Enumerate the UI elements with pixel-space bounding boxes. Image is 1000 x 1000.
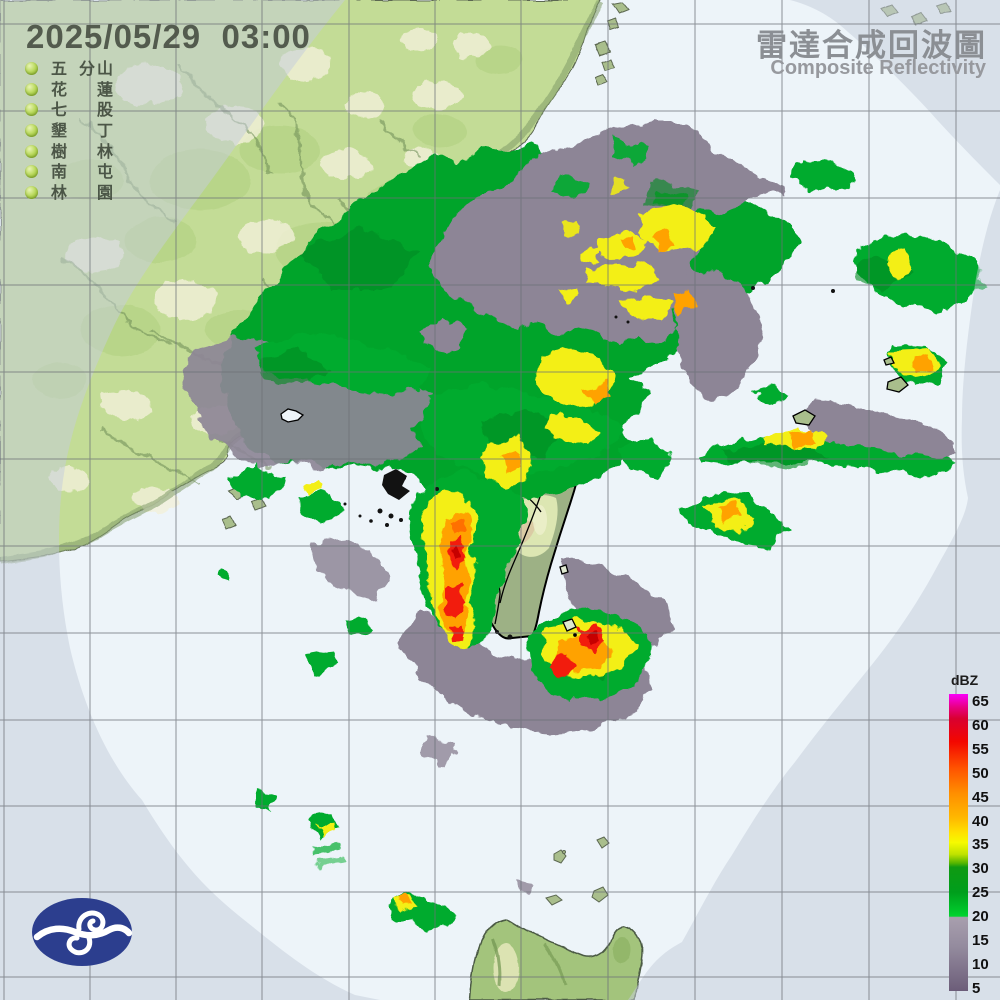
station-name-char: 股: [96, 102, 113, 119]
dbz-tick: 30: [972, 860, 989, 877]
station-name-char: 五: [50, 61, 67, 78]
station-dot-icon: [25, 103, 38, 116]
station-name-char: 丁: [96, 123, 113, 140]
observation-timestamp: 2025/05/29 03:00: [26, 18, 311, 55]
station-dot-icon: [25, 186, 38, 199]
penghu-islands: [343, 286, 835, 640]
station-name-char: 屯: [96, 164, 113, 181]
page-subtitle: Composite Reflectivity: [770, 57, 986, 79]
dbz-tick: 40: [972, 813, 989, 830]
dbz-tick: 25: [972, 884, 989, 901]
station-dot-icon: [25, 62, 38, 75]
dbz-unit-label: dBZ: [951, 672, 979, 688]
station-dot-icon: [25, 145, 38, 158]
station-name-char: 林: [96, 144, 113, 161]
offshore-small-islands: [280, 356, 909, 637]
dbz-tick: 50: [972, 765, 989, 782]
station-dot-icon: [25, 124, 38, 137]
station-name-char: 林: [50, 185, 67, 202]
dbz-tick: 45: [972, 789, 989, 806]
batanes-islands: [545, 836, 610, 906]
station-name-char: 蓮: [96, 82, 113, 99]
dbz-tick: 35: [972, 836, 989, 853]
dbz-tick: 15: [972, 932, 989, 949]
dbz-tick: 60: [972, 717, 989, 734]
dbz-tick: 10: [972, 956, 989, 973]
dbz-colorbar: [949, 694, 968, 991]
station-name-char: 山: [96, 61, 113, 78]
station-dot-icon: [25, 165, 38, 178]
dbz-tick: 20: [972, 908, 989, 925]
station-name-char: 分: [78, 61, 95, 78]
station-name-char: 樹: [50, 144, 67, 161]
station-name-char: 南: [50, 164, 67, 181]
station-name-char: 花: [50, 82, 67, 99]
station-name-char: 園: [96, 185, 113, 202]
dbz-tick: 55: [972, 741, 989, 758]
luzon-island: [469, 918, 643, 1000]
station-name-char: 墾: [50, 123, 67, 140]
dbz-tick: 65: [972, 693, 989, 710]
cwa-logo: [32, 898, 133, 966]
station-name-char: 七: [50, 102, 67, 119]
station-dot-icon: [25, 83, 38, 96]
page-title: 雷達合成回波圖: [756, 28, 987, 63]
dbz-tick: 5: [972, 980, 981, 997]
